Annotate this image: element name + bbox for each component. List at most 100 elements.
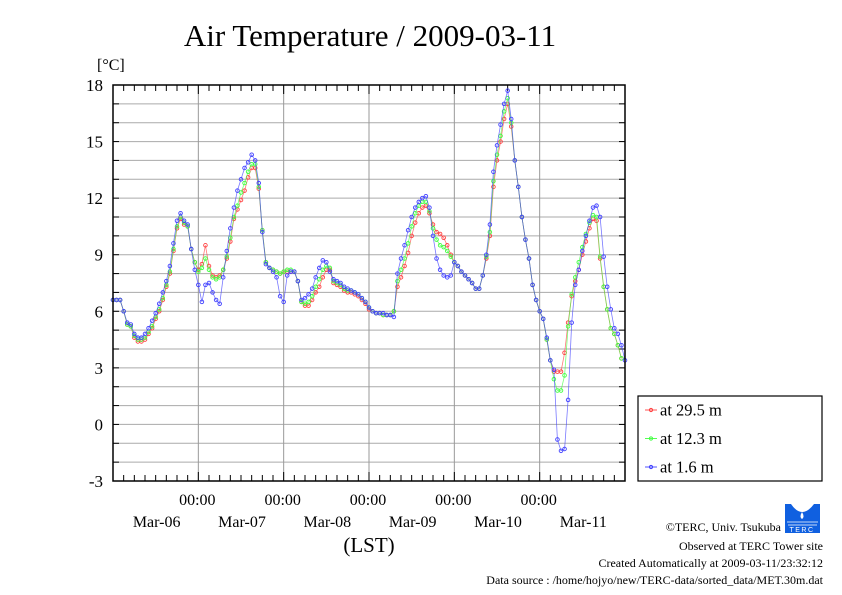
data-point	[370, 309, 375, 314]
data-point	[402, 243, 407, 248]
data-point	[366, 305, 372, 310]
data-point	[132, 331, 137, 337]
data-point	[519, 214, 525, 220]
x-time-label: 00:00	[350, 492, 386, 509]
data-point	[516, 184, 521, 190]
terc-logo: TERC	[785, 504, 820, 534]
data-point	[338, 280, 343, 286]
data-point	[277, 293, 283, 299]
data-point	[178, 210, 183, 216]
data-point	[313, 275, 318, 280]
data-point	[441, 244, 446, 250]
data-point	[302, 301, 308, 306]
data-point	[153, 310, 158, 316]
data-point	[498, 122, 503, 127]
data-point	[267, 265, 272, 271]
data-point	[594, 203, 599, 208]
y-tick-label: 6	[95, 302, 104, 321]
data-point	[416, 199, 422, 205]
data-point	[619, 356, 624, 361]
data-point	[612, 326, 617, 331]
data-point	[121, 309, 126, 314]
x-time-label: 00:00	[179, 492, 215, 509]
data-point	[484, 252, 489, 257]
data-point	[277, 271, 283, 276]
data-point	[188, 246, 194, 252]
data-point	[466, 276, 471, 282]
x-time-label: 00:00	[520, 492, 556, 509]
x-time-label: 00:00	[264, 492, 300, 509]
data-point	[391, 314, 397, 320]
data-point	[448, 254, 454, 259]
data-point	[199, 265, 205, 271]
x-tick-labels: 00:00 00:00 00:00 00:00 00:00 Mar-06 Mar-07 Mar…	[133, 492, 607, 531]
data-point	[615, 331, 621, 337]
data-point	[117, 297, 123, 303]
legend-marker	[648, 407, 654, 413]
x-date-label: Mar-07	[218, 514, 266, 531]
data-point	[174, 224, 180, 229]
data-point	[580, 248, 585, 254]
data-point	[313, 284, 318, 290]
data-point	[306, 292, 311, 297]
data-point	[363, 299, 368, 305]
data-point	[412, 205, 418, 210]
series-0	[110, 101, 624, 374]
data-point	[409, 224, 414, 229]
data-point	[526, 256, 532, 261]
data-point	[295, 278, 301, 284]
data-point	[164, 278, 169, 284]
data-point	[437, 231, 443, 237]
data-point	[345, 286, 350, 291]
data-point	[405, 241, 411, 246]
legend-label: at 1.6 m	[660, 458, 714, 477]
data-point	[601, 254, 606, 259]
data-point	[572, 282, 578, 288]
data-point	[199, 299, 205, 305]
data-point	[206, 267, 212, 273]
data-point	[274, 275, 279, 280]
x-date-label: Mar-11	[560, 514, 607, 531]
data-point	[565, 397, 571, 403]
data-point	[228, 226, 233, 231]
copyright-text: ©TERC, Univ. Tsukuba	[666, 520, 782, 534]
data-point	[380, 310, 386, 316]
data-point	[139, 335, 144, 340]
data-point	[281, 269, 286, 274]
data-point	[235, 203, 240, 208]
data-point	[420, 195, 425, 201]
data-point	[494, 152, 500, 158]
data-point	[213, 297, 219, 303]
x-date-label: Mar-06	[133, 514, 181, 531]
data-point	[156, 301, 162, 306]
data-point	[452, 260, 457, 265]
data-point	[409, 214, 414, 220]
data-point	[224, 254, 230, 259]
data-point	[124, 320, 130, 325]
data-point	[206, 280, 212, 286]
data-point	[245, 160, 251, 165]
data-point	[558, 388, 564, 393]
data-point	[441, 235, 446, 240]
data-point	[167, 269, 173, 274]
data-point	[587, 218, 592, 224]
data-point	[508, 116, 514, 122]
plot-frame	[112, 84, 626, 482]
legend-label: at 12.3 m	[660, 429, 722, 448]
data-point	[331, 276, 336, 282]
data-point	[423, 194, 429, 199]
data-point	[448, 273, 454, 278]
data-point	[196, 269, 201, 274]
data-point	[320, 267, 326, 273]
data-point	[309, 286, 315, 291]
data-point	[203, 282, 208, 288]
data-point	[395, 284, 400, 290]
data-point	[142, 331, 148, 337]
data-point	[341, 284, 347, 290]
data-point	[270, 269, 276, 274]
data-point	[455, 263, 461, 269]
data-point	[555, 437, 560, 442]
y-axis-unit: [°C]	[97, 57, 125, 74]
data-point	[348, 288, 354, 293]
data-point	[608, 307, 614, 312]
